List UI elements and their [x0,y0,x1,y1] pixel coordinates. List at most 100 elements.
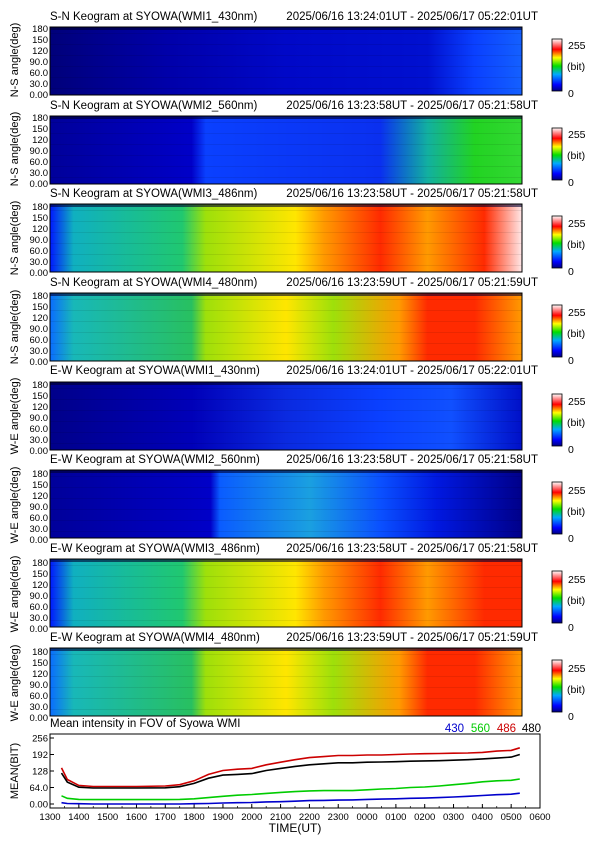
y-tick-label: 256 [32,734,48,745]
y-tick-label: 120 [32,135,48,146]
keogram-image [50,27,522,95]
keogram-edge [50,293,522,296]
keogram-texture-line [50,354,522,355]
y-tick-label: 30.0 [30,435,49,446]
keogram-image [50,204,522,272]
y-tick-label: 150 [32,213,48,224]
keogram-edge [50,470,522,473]
y-tick-label: 30.0 [30,524,49,535]
keogram-image [50,470,522,538]
keogram-edge [50,648,522,651]
panel-time-range: 2025/06/16 13:23:59UT - 2025/06/17 05:21… [286,277,538,289]
y-tick-label: 150 [32,480,48,491]
keogram-panel-ns-486: S-N Keogram at SYOWA(WMI3_486nm) 2025/06… [9,188,586,279]
panel-time-range: 2025/06/16 13:24:01UT - 2025/06/17 05:22… [286,11,538,23]
keogram-texture-line [50,509,522,510]
keogram-edge [50,559,522,562]
colorbar [551,570,563,624]
x-tick-label: 2000 [241,812,262,823]
keogram-texture-line [50,33,522,34]
keogram-frame [49,115,523,185]
y-axis-label: N-S angle(deg) [9,23,21,98]
colorbar [551,38,563,92]
keogram-frame [49,292,523,362]
colorbar-unit-label: (bit) [567,61,585,73]
y-tick-label: 120 [32,491,48,502]
keogram-texture-line [50,122,522,123]
y-axis-label: N-S angle(deg) [9,112,21,187]
keogram-texture-line [50,254,522,255]
y-tick-label: 180 [32,113,48,124]
keogram-texture-line [50,310,522,311]
keogram-texture-line [50,232,522,233]
keogram-texture-line [50,676,522,677]
y-tick-label: 64.0 [30,783,49,794]
keogram-panel-ew-430: E-W Keogram at SYOWA(WMI1_430nm) 2025/06… [9,365,586,457]
x-tick-label: 0400 [472,812,493,823]
y-axis-label: W-E angle(deg) [9,378,21,455]
y-tick-label: 150 [32,391,48,402]
colorbar [551,215,563,269]
y-tick-label: 90.0 [30,680,49,691]
keogram-texture-line [50,487,522,488]
colorbar-min-label: 0 [568,444,574,456]
y-tick-label: 192 [32,750,48,761]
y-tick-label: 180 [32,558,48,569]
colorbar-unit-label: (bit) [567,417,585,429]
panel-title: S-N Keogram at SYOWA(WMI4_480nm) [50,277,257,289]
keogram-texture-line [50,476,522,477]
keogram-texture-line [50,609,522,610]
legend-560: 560 [471,723,490,735]
keogram-texture-line [50,498,522,499]
colorbar-min-label: 0 [568,533,574,545]
colorbar [551,659,563,713]
y-tick-label: 90.0 [30,591,49,602]
keogram-texture-line [50,321,522,322]
colorbar-min-label: 0 [568,622,574,634]
y-tick-label: 30.0 [30,168,49,179]
keogram-image [50,116,522,184]
keogram-texture-line [50,598,522,599]
y-tick-label: 128 [32,767,48,778]
y-axis-label: W-E angle(deg) [9,645,21,722]
panel-time-range: 2025/06/16 13:23:59UT - 2025/06/17 05:21… [286,632,538,644]
y-tick-label: 90.0 [30,146,49,157]
y-tick-label: 30.0 [30,79,49,90]
keogram-texture-line [50,520,522,521]
panel-title: S-N Keogram at SYOWA(WMI3_486nm) [50,188,257,200]
y-tick-label: 60.0 [30,513,49,524]
keogram-texture-line [50,88,522,89]
y-tick-label: 60.0 [30,68,49,79]
keogram-frame [49,203,523,273]
colorbar-max-label: 255 [568,574,586,586]
keogram-frame [49,469,523,539]
y-tick-label: 60.0 [30,424,49,435]
y-tick-label: 120 [32,669,48,680]
keogram-texture-line [50,410,522,411]
series-line-430 [61,792,520,805]
y-tick-label: 180 [32,380,48,391]
y-tick-label: 90.0 [30,235,49,246]
keogram-texture-line [50,44,522,45]
keogram-image [50,293,522,361]
y-tick-label: 0.00 [30,268,49,279]
keogram-panel-ew-480: E-W Keogram at SYOWA(WMI4_480nm) 2025/06… [9,632,586,724]
y-tick-label: 90.0 [30,413,49,424]
keogram-texture-line [50,332,522,333]
y-tick-label: 60.0 [30,246,49,257]
colorbar [551,393,563,447]
legend-430: 430 [445,723,464,735]
keogram-edge [50,27,522,30]
series-line-480 [60,753,521,789]
keogram-texture-line [50,155,522,156]
keogram-image [50,559,522,627]
panel-time-range: 2025/06/16 13:24:01UT - 2025/06/17 05:22… [286,365,538,377]
series-line-560 [61,778,520,801]
colorbar-max-label: 255 [568,663,586,675]
y-tick-label: 90.0 [30,57,49,68]
x-tick-label: 0300 [443,812,464,823]
y-tick-label: 30.0 [30,346,49,357]
x-tick-label: 0600 [529,812,550,823]
keogram-panel-ew-486: E-W Keogram at SYOWA(WMI3_486nm) 2025/06… [9,543,586,635]
